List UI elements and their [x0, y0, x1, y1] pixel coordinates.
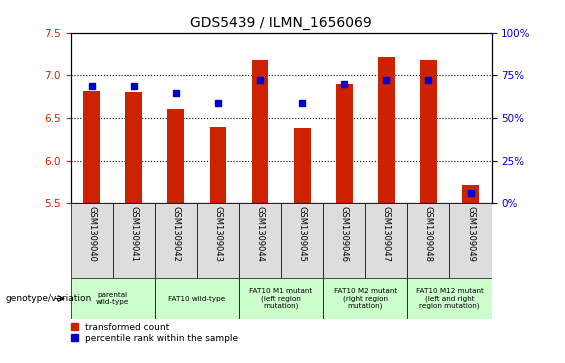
Text: FAT10 M1 mutant
(left region
mutation): FAT10 M1 mutant (left region mutation): [250, 288, 312, 309]
Legend: transformed count, percentile rank within the sample: transformed count, percentile rank withi…: [71, 323, 238, 343]
Text: GSM1309045: GSM1309045: [298, 205, 307, 261]
Text: genotype/variation: genotype/variation: [6, 294, 92, 303]
Text: GSM1309041: GSM1309041: [129, 205, 138, 261]
Bar: [125, 93, 142, 203]
Text: parental
wild-type: parental wild-type: [96, 292, 129, 305]
Bar: [281, 203, 323, 278]
Bar: [323, 203, 366, 278]
Text: GSM1309040: GSM1309040: [87, 205, 96, 261]
Bar: [197, 203, 239, 278]
Text: GSM1309048: GSM1309048: [424, 205, 433, 261]
Bar: [251, 60, 268, 203]
Bar: [83, 91, 100, 203]
Bar: [378, 57, 395, 203]
Title: GDS5439 / ILMN_1656069: GDS5439 / ILMN_1656069: [190, 16, 372, 30]
Bar: [71, 278, 155, 319]
Text: GSM1309049: GSM1309049: [466, 205, 475, 261]
Bar: [450, 203, 492, 278]
Bar: [210, 127, 227, 203]
Text: FAT10 M12 mutant
(left and right
region mutation): FAT10 M12 mutant (left and right region …: [415, 288, 484, 309]
Text: FAT10 M2 mutant
(right region
mutation): FAT10 M2 mutant (right region mutation): [334, 288, 397, 309]
Bar: [113, 203, 155, 278]
Text: GSM1309042: GSM1309042: [171, 205, 180, 261]
Bar: [239, 203, 281, 278]
Text: FAT10 wild-type: FAT10 wild-type: [168, 295, 225, 302]
Bar: [155, 278, 239, 319]
Bar: [155, 203, 197, 278]
Bar: [336, 84, 353, 203]
Bar: [239, 278, 323, 319]
Bar: [323, 278, 407, 319]
Text: GSM1309044: GSM1309044: [255, 205, 264, 261]
Bar: [365, 203, 407, 278]
Bar: [420, 60, 437, 203]
Text: GSM1309047: GSM1309047: [382, 205, 391, 261]
Bar: [407, 203, 450, 278]
Bar: [294, 128, 311, 203]
Bar: [407, 278, 492, 319]
Bar: [462, 184, 479, 203]
Bar: [71, 203, 113, 278]
Text: GSM1309046: GSM1309046: [340, 205, 349, 261]
Text: GSM1309043: GSM1309043: [214, 205, 223, 261]
Bar: [167, 110, 184, 203]
